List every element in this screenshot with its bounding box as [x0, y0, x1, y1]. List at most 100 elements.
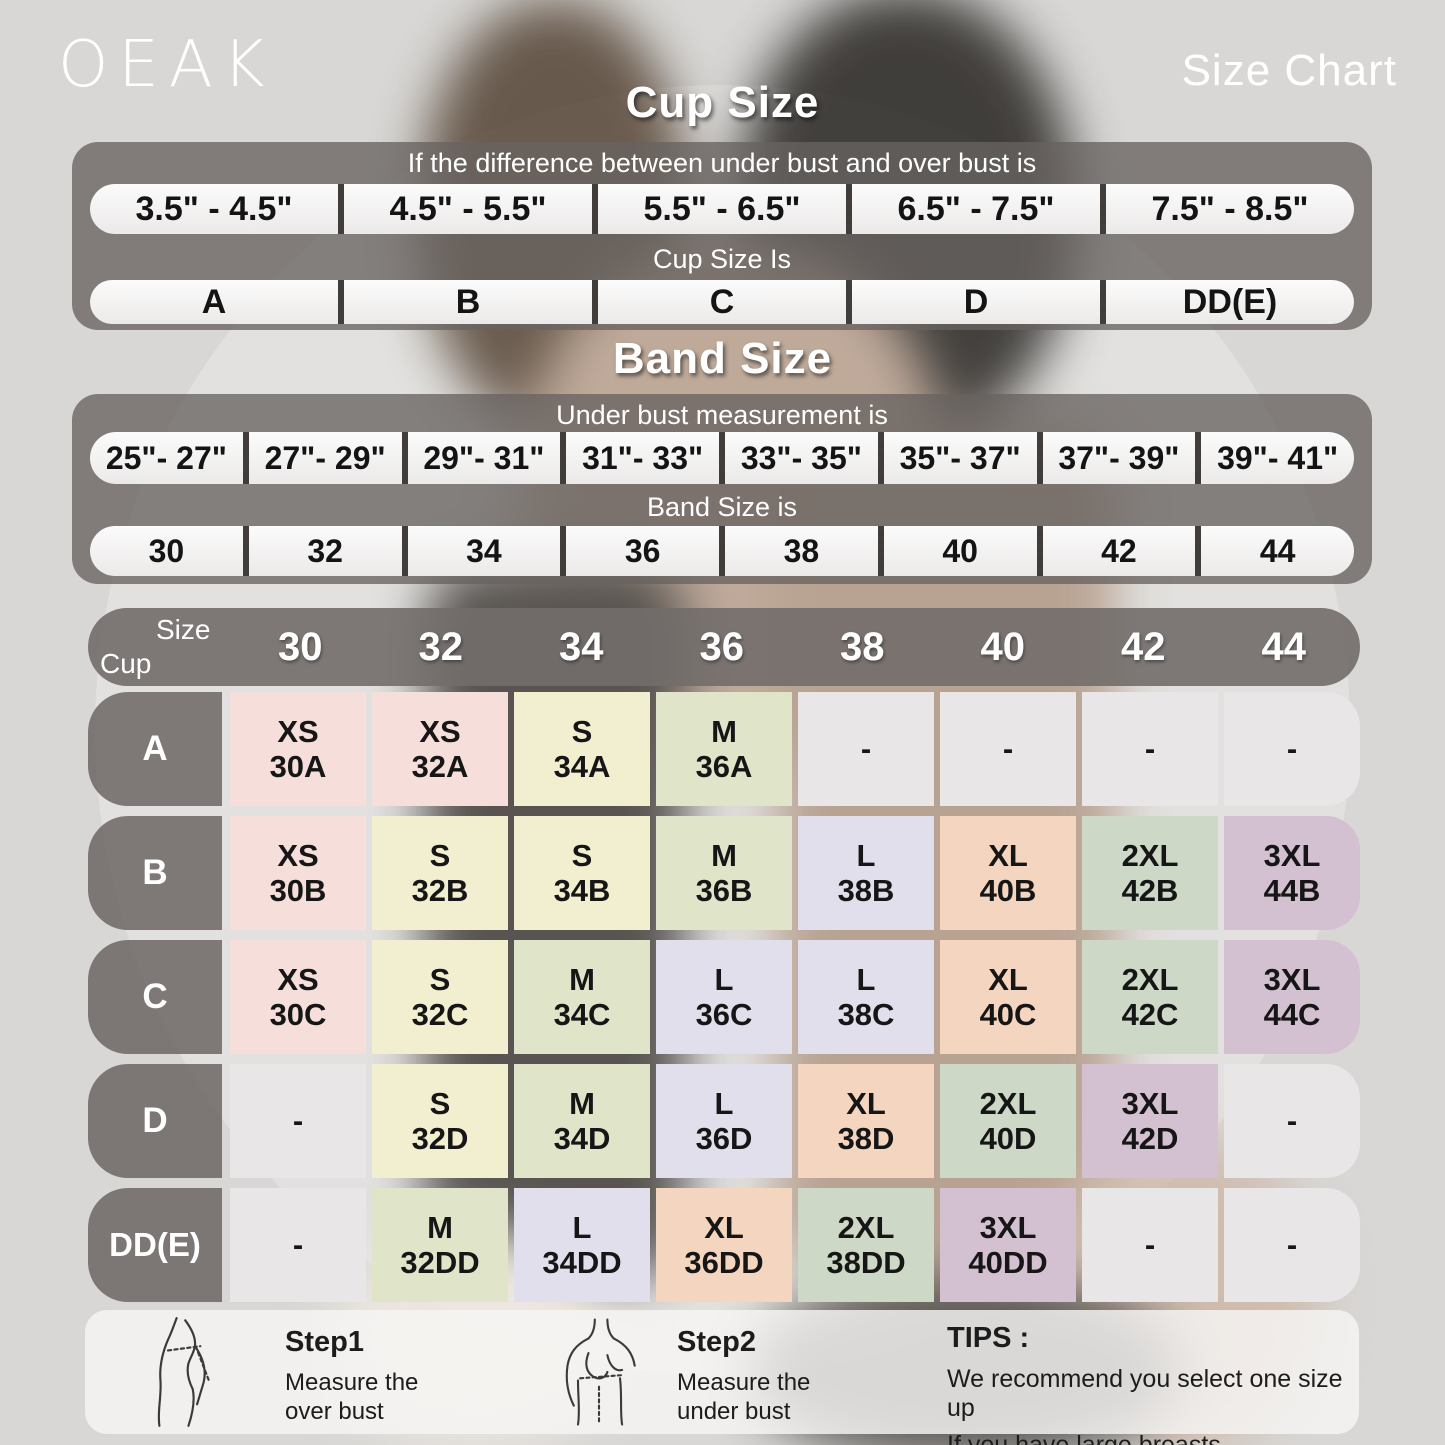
matrix-row-D: D - S 32D M 34D L 36D XL 38D 2XL 40D 3XL 42D -: [88, 1064, 1360, 1178]
page-title: Size Chart: [1181, 46, 1397, 95]
size-cell: S 32C: [372, 940, 508, 1054]
band-range: 31"- 33": [560, 432, 719, 484]
band-number: 38: [719, 526, 878, 576]
step2-line1: Measure the: [677, 1369, 811, 1396]
band-result-label: Band Size is: [646, 492, 798, 522]
cell-size: -: [1144, 1227, 1156, 1263]
cup-letter: D: [846, 280, 1100, 324]
cup-letter: C: [592, 280, 846, 324]
row-cells: XS 30A XS 32A S 34A M 36A - - - -: [230, 692, 1360, 806]
cell-size: XS: [419, 713, 461, 749]
band-size-heading: Band Size: [612, 334, 833, 383]
band-number: 30: [148, 532, 185, 569]
band-range: 39"- 41": [1195, 432, 1354, 484]
band-range: 29"- 31": [401, 432, 561, 484]
band-condition-label: Under bust measurement is: [556, 400, 888, 430]
tips-line1: We recommend you select one size up: [947, 1365, 1343, 1422]
cell-size: M: [427, 1209, 453, 1245]
matrix-corner: Size Cup: [88, 608, 230, 686]
size-cell: -: [1082, 692, 1218, 806]
cell-code: 36D: [695, 1121, 753, 1156]
size-cell: XL 40C: [940, 940, 1076, 1054]
cell-size: XL: [988, 961, 1028, 997]
size-cell: -: [1224, 1188, 1360, 1302]
cell-size: 2XL: [1121, 837, 1179, 873]
brand-logo: OEAK: [58, 28, 275, 102]
cell-code: 32D: [411, 1121, 469, 1156]
cell-code: 32DD: [400, 1245, 480, 1280]
cup-letter: B: [338, 280, 592, 324]
column-header: 42: [1121, 624, 1166, 669]
column-header: 32: [418, 624, 464, 669]
cell-size: S: [429, 837, 451, 873]
cell-code: 32C: [411, 997, 469, 1032]
size-cell: -: [1224, 1064, 1360, 1178]
cell-size: XS: [277, 713, 319, 749]
step1-block: Step1 Measure the over bust: [285, 1326, 418, 1427]
cell-size: XL: [988, 837, 1028, 873]
size-cell: -: [230, 1064, 366, 1178]
cell-code: 38DD: [826, 1245, 906, 1280]
size-cell: 2XL 42B: [1082, 816, 1218, 930]
row-label: C: [88, 940, 222, 1054]
matrix-header: Size Cup 30 32 34 36 38 40 42 44: [88, 608, 1360, 686]
size-cell: L 36D: [656, 1064, 792, 1178]
cell-code: 30B: [269, 873, 327, 908]
cell-code: 40D: [979, 1121, 1037, 1156]
column-header: 34: [559, 624, 604, 669]
size-cell: -: [1082, 1188, 1218, 1302]
cell-size: M: [711, 713, 737, 749]
size-cell: XS 30B: [230, 816, 366, 930]
cell-code: 38D: [837, 1121, 895, 1156]
step1-line1: Measure the: [285, 1369, 419, 1396]
size-cell: -: [940, 692, 1076, 806]
cell-code: 36DD: [684, 1245, 764, 1280]
row-cells: XS 30B S 32B S 34B M 36B L 38B XL 40B 2XL 42B 3…: [230, 816, 1360, 930]
cell-size: -: [1002, 731, 1014, 767]
size-cell: M 34C: [514, 940, 650, 1054]
cell-code: 38B: [837, 873, 895, 908]
row-cells: - S 32D M 34D L 36D XL 38D 2XL 40D 3XL 42D -: [230, 1064, 1360, 1178]
cell-size: -: [1286, 1227, 1298, 1263]
cup-range: 4.5" - 5.5": [338, 184, 592, 234]
cell-size: 2XL: [979, 1085, 1037, 1121]
cell-size: L: [714, 961, 734, 997]
band-number: 34: [401, 526, 561, 576]
cup-range-bar: 3.5" - 4.5" 4.5" - 5.5" 5.5" - 6.5" 6.5"…: [90, 184, 1354, 234]
cell-code: 34C: [553, 997, 611, 1032]
cell-code: 36A: [695, 749, 753, 784]
column-header: 30: [278, 624, 323, 669]
cup-letter-bar: A B C D DD(E): [90, 280, 1354, 324]
size-cell: -: [230, 1188, 366, 1302]
band-range-bar: 25"- 27" 27"- 29" 29"- 31" 31"- 33" 33"-…: [90, 432, 1354, 484]
cell-code: 32B: [411, 873, 469, 908]
size-cell: L 38B: [798, 816, 934, 930]
cup-letter: DD(E): [1100, 280, 1354, 324]
size-cell: 3XL 44B: [1224, 816, 1360, 930]
step2-block: Step2 Measure the under bust: [677, 1326, 810, 1427]
cell-size: -: [860, 731, 872, 767]
step2-line2: under bust: [677, 1397, 791, 1425]
size-cell: 2XL 38DD: [798, 1188, 934, 1302]
cell-size: L: [856, 961, 876, 997]
cup-range: 6.5" - 7.5": [846, 184, 1100, 234]
cell-size: -: [1286, 1103, 1298, 1139]
cell-size: XS: [277, 961, 319, 997]
size-cell: L 34DD: [514, 1188, 650, 1302]
column-header: 36: [699, 624, 745, 669]
cup-range: 7.5" - 8.5": [1100, 184, 1354, 234]
cell-code: 34A: [553, 749, 611, 784]
step1-title: Step1: [285, 1326, 364, 1358]
cell-size: 3XL: [1121, 1085, 1179, 1121]
size-cell: M 36A: [656, 692, 792, 806]
cell-size: M: [569, 961, 595, 997]
corner-cup-label: Cup: [100, 648, 152, 679]
matrix-row-A: A XS 30A XS 32A S 34A M 36A - - - -: [88, 692, 1360, 806]
cell-code: 40C: [979, 997, 1037, 1032]
cell-size: M: [711, 837, 737, 873]
cell-code: 42C: [1121, 997, 1179, 1032]
size-cell: S 32D: [372, 1064, 508, 1178]
measure-guide-bar: Step1 Measure the over bust: [85, 1310, 1359, 1445]
size-cell: S 32B: [372, 816, 508, 930]
